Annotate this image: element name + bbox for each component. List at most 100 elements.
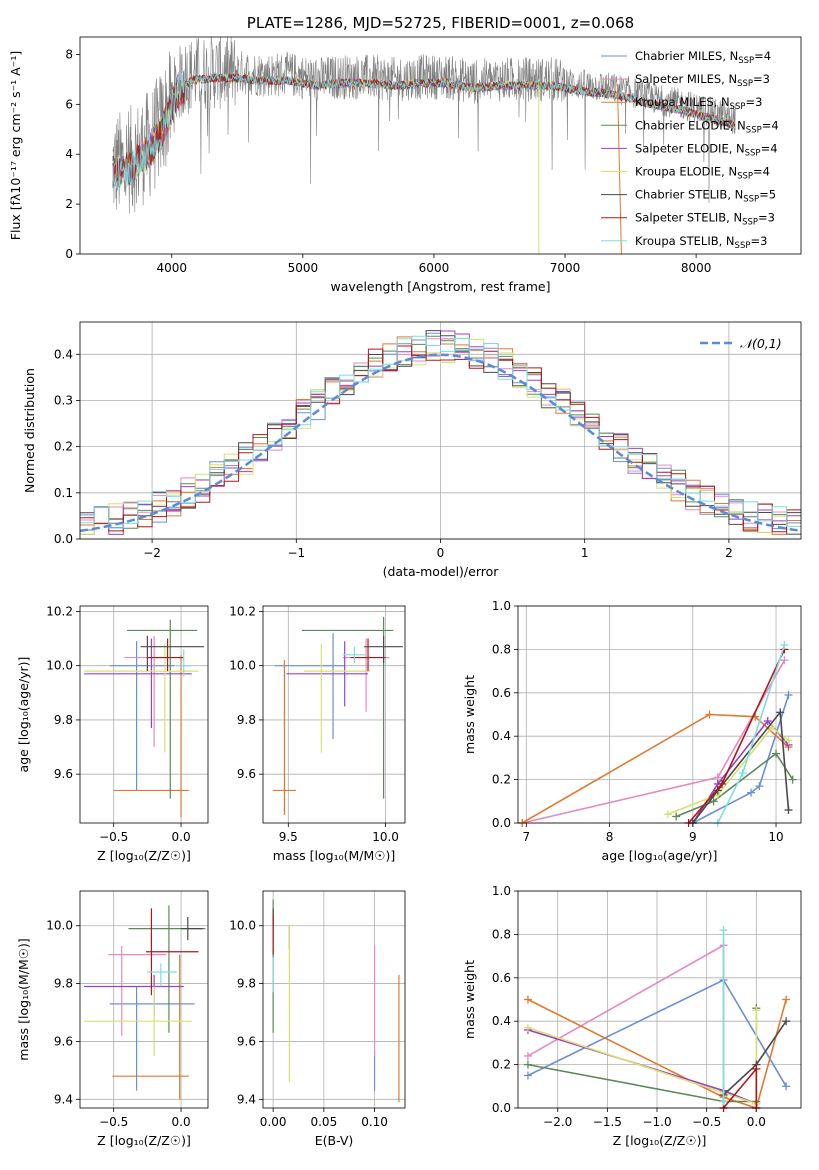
x-tick-label: −1 bbox=[287, 546, 305, 560]
x-tick-label: 10.0 bbox=[372, 830, 399, 844]
mass-weight-point-kroupa_stelib bbox=[719, 1097, 728, 1106]
errorbar-salpeter_elodie bbox=[84, 638, 192, 729]
x-tick-label: 4000 bbox=[156, 261, 187, 275]
mass-weight-point-chabrier_miles bbox=[755, 782, 764, 791]
mass-weight-point-chabrier_stelib bbox=[784, 805, 793, 814]
mass-weight-point-chabrier_elodie bbox=[772, 749, 781, 758]
y-axis-label: mass weight bbox=[462, 960, 477, 1039]
normal-distribution-curve bbox=[80, 353, 801, 533]
model-spectrum-kroupa_stelib bbox=[112, 69, 736, 190]
x-tick-label: 8 bbox=[606, 830, 614, 844]
errorbar-chabrier_stelib bbox=[140, 635, 204, 672]
x-axis-label: E(B-V) bbox=[315, 1133, 354, 1148]
legend-entry: Kroupa MILES, NSSP=3 bbox=[635, 95, 762, 112]
legend-entry: 𝒩(0,1) bbox=[740, 336, 782, 351]
legend-entry: Salpeter ELODIE, NSSP=4 bbox=[635, 141, 778, 158]
y-tick-label: 9.8 bbox=[54, 713, 73, 727]
y-tick-label: 10.0 bbox=[229, 919, 256, 933]
mass-weight-line-kroupa_miles bbox=[527, 998, 787, 1108]
y-tick-label: 0.2 bbox=[492, 773, 511, 787]
y-tick-label: 0.3 bbox=[54, 393, 73, 407]
mass-weight-point-kroupa_elodie bbox=[523, 1023, 532, 1032]
x-tick-label: 5000 bbox=[288, 261, 319, 275]
y-tick-label: 0.0 bbox=[492, 1101, 511, 1115]
age_vs_Z-panel: −0.5 0.0 9.6 9.8 10.0 10.2 Z [log₁₀(Z/Z☉)] age … bbox=[16, 604, 209, 863]
y-axis-label: mass weight bbox=[462, 675, 477, 754]
legend-entry: Kroupa ELODIE, NSSP=4 bbox=[635, 165, 770, 182]
errorbar-kroupa_elodie bbox=[303, 643, 370, 753]
mass_weight_vs_Z-panel: −2.0 −1.5 −1.0 −0.5 0.0 0.0 0.2 0.4 0.6 0.8 1.0 Z [… bbox=[462, 884, 802, 1148]
x-tick-label: 0.10 bbox=[361, 1115, 388, 1129]
x-axis-label: Z [log₁₀(Z/Z☉)] bbox=[97, 848, 191, 863]
mass-weight-point-kroupa_elodie bbox=[752, 1006, 761, 1015]
mass-weight-point-chabrier_elodie bbox=[672, 812, 681, 821]
y-axis-label: Flux [fλ10⁻¹⁷ erg cm⁻² s⁻¹ A⁻¹] bbox=[8, 51, 23, 240]
y-tick-label: 8 bbox=[65, 47, 73, 61]
y-tick-label: 0.8 bbox=[492, 927, 511, 941]
chart-title: PLATE=1286, MJD=52725, FIBERID=0001, z=0… bbox=[247, 14, 634, 32]
y-tick-label: 9.4 bbox=[54, 1092, 73, 1106]
y-tick-label: 1.0 bbox=[492, 884, 511, 898]
mass-weight-point-chabrier_miles bbox=[523, 1071, 532, 1080]
mass_weight_vs_age-panel: 7 8 9 10 0.0 0.2 0.4 0.6 0.8 1.0 age [log₁₀(age/yr… bbox=[462, 599, 802, 863]
y-tick-label: 0.0 bbox=[54, 532, 73, 546]
axes-frame bbox=[79, 321, 802, 540]
x-tick-label: 0.0 bbox=[747, 1115, 766, 1129]
y-tick-label: 9.6 bbox=[237, 767, 256, 781]
y-axis-label: Normed distribution bbox=[22, 368, 37, 493]
mass-weight-point-salpeter_elodie bbox=[763, 717, 772, 726]
x-tick-label: −2 bbox=[143, 546, 161, 560]
model-dropout-line bbox=[616, 84, 622, 254]
y-tick-label: 9.8 bbox=[54, 977, 73, 991]
mass-weight-point-kroupa_elodie bbox=[663, 810, 672, 819]
y-tick-label: 0.2 bbox=[492, 1058, 511, 1072]
errorbar-chabrier_stelib bbox=[181, 917, 203, 941]
errorbar-chabrier_stelib bbox=[364, 635, 404, 663]
legend-entry: Salpeter STELIB, NSSP=3 bbox=[635, 211, 775, 228]
x-tick-label: −1.0 bbox=[642, 1115, 671, 1129]
mass-weight-line-kroupa_miles bbox=[521, 713, 790, 823]
x-tick-label: 7000 bbox=[550, 261, 581, 275]
legend-entry: Salpeter MILES, NSSP=3 bbox=[635, 72, 770, 89]
mass-weight-point-chabrier_elodie bbox=[523, 1060, 532, 1069]
mass-weight-point-salpeter_stelib bbox=[717, 779, 726, 788]
errorbar-kroupa_miles bbox=[112, 954, 190, 1100]
y-tick-label: 10.0 bbox=[46, 919, 73, 933]
x-tick-label: −2.0 bbox=[543, 1115, 572, 1129]
residual-histogram-chabrier_stelib bbox=[80, 330, 801, 525]
legend: Chabrier MILES, NSSP=4 Salpeter MILES, NS… bbox=[601, 49, 779, 251]
residuals-panel: −2 −1 0 1 2 0.0 0.1 0.2 0.3 0.4 (data-model)/error… bbox=[22, 321, 802, 579]
mass-weight-point-kroupa_miles bbox=[523, 995, 532, 1004]
x-tick-label: −0.5 bbox=[99, 830, 128, 844]
mass-weight-point-chabrier_elodie bbox=[788, 775, 797, 784]
y-tick-label: 6 bbox=[65, 97, 73, 111]
x-tick-label: 1 bbox=[581, 546, 589, 560]
mass_vs_ebv-panel: 0.00 0.05 0.10 9.4 9.6 9.8 10.0 E(B-V) bbox=[229, 890, 406, 1148]
mass-weight-point-kroupa_elodie bbox=[784, 736, 793, 745]
axes-frame bbox=[262, 605, 406, 824]
y-tick-label: 9.6 bbox=[237, 1034, 256, 1048]
spectrum-panel: 4000 5000 6000 7000 8000 0 2 4 6 8 wavelength [Ang… bbox=[8, 14, 802, 294]
x-axis-label: age [log₁₀(age/yr)] bbox=[602, 848, 718, 863]
mass-weight-line-chabrier_miles bbox=[692, 694, 790, 823]
y-tick-label: 4 bbox=[65, 147, 73, 161]
mass-weight-line-kroupa_elodie bbox=[527, 1010, 758, 1105]
errorbar-salpeter_stelib bbox=[146, 908, 199, 996]
y-tick-label: 9.4 bbox=[237, 1092, 256, 1106]
axes-frame bbox=[517, 605, 802, 824]
errorbar-kroupa_miles bbox=[113, 654, 190, 818]
axes-frame bbox=[79, 890, 209, 1109]
y-tick-label: 9.8 bbox=[237, 977, 256, 991]
y-tick-label: 0.4 bbox=[492, 1014, 511, 1028]
residual-histogram-kroupa_stelib bbox=[80, 335, 801, 529]
mass-weight-point-kroupa_miles bbox=[782, 995, 791, 1004]
y-tick-label: 1.0 bbox=[492, 599, 511, 613]
mass_vs_Z-panel: −0.5 0.0 9.4 9.6 9.8 10.0 Z [log₁₀(Z/Z☉)] mass … bbox=[16, 890, 209, 1148]
mass-weight-point-salpeter_miles bbox=[780, 656, 789, 665]
y-tick-label: 9.6 bbox=[54, 767, 73, 781]
y-axis-label: mass [log₁₀(M/M☉)] bbox=[16, 938, 31, 1060]
x-tick-label: 0.0 bbox=[172, 830, 191, 844]
x-tick-label: 8000 bbox=[681, 261, 712, 275]
mass-weight-point-chabrier_miles bbox=[784, 690, 793, 699]
